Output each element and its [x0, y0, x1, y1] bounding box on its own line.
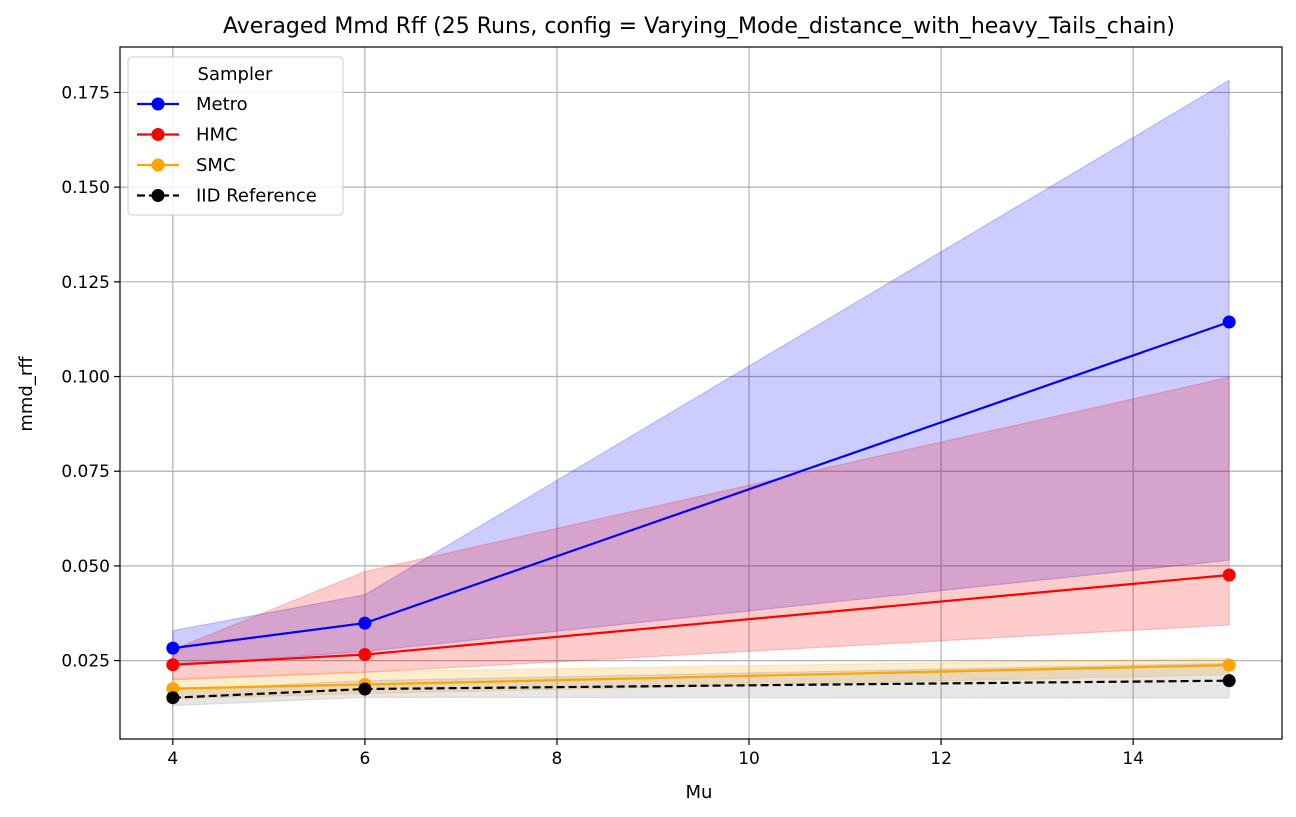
iid-reference-point	[166, 691, 180, 705]
x-axis-label: Mu	[686, 782, 713, 803]
y-tick-label: 0.050	[61, 557, 110, 577]
metro-point	[358, 616, 372, 630]
x-tick-label: 4	[167, 749, 178, 769]
y-tick-label: 0.100	[61, 368, 110, 388]
metro-point	[1222, 315, 1236, 329]
legend-hmc-marker-swatch	[151, 128, 165, 141]
y-tick-label: 0.125	[61, 273, 110, 293]
y-axis-label: mmd_rff	[16, 356, 37, 432]
y-axis-ticks: 0.025 0.050 0.075 0.100 0.125 0.150 0.175	[61, 83, 120, 672]
plot-frame	[119, 46, 1283, 740]
y-tick-label: 0.025	[61, 652, 110, 672]
hmc-point	[358, 648, 372, 662]
x-tick-label: 10	[738, 749, 760, 769]
iid-reference-point	[358, 682, 372, 696]
x-tick-label: 14	[1122, 749, 1144, 769]
legend-box	[127, 56, 344, 216]
x-tick-label: 8	[552, 749, 563, 769]
chart-title: Averaged Mmd Rff (25 Runs, config = Vary…	[223, 14, 1175, 39]
x-tick-label: 12	[930, 749, 952, 769]
smc-point	[1222, 658, 1236, 672]
x-tick-label: 6	[359, 749, 370, 769]
x-axis-ticks: 4 6 8 10 12 14	[167, 739, 1144, 769]
legend: Sampler Metro HMC SMC IID Reference	[127, 56, 344, 216]
legend-metro-label: Metro	[196, 94, 248, 115]
hmc-point	[1222, 568, 1236, 582]
legend-items: Metro HMC SMC IID Reference	[137, 94, 317, 207]
legend-iid-reference-label: IID Reference	[196, 186, 317, 207]
y-tick-label: 0.150	[61, 178, 110, 198]
legend-smc-marker-swatch	[151, 158, 165, 172]
hmc-point	[166, 658, 180, 672]
legend-iid-reference-marker-swatch	[151, 189, 165, 202]
y-tick-label: 0.175	[61, 83, 110, 103]
series-markers	[166, 315, 1236, 705]
smc-point	[166, 682, 180, 696]
metro-point	[166, 641, 180, 655]
iid-reference-point	[1222, 674, 1236, 688]
legend-metro-marker-swatch	[151, 97, 165, 111]
grid-lines	[120, 47, 1282, 739]
y-tick-label: 0.075	[61, 462, 110, 482]
legend-hmc-label: HMC	[196, 125, 238, 146]
legend-title: Sampler	[198, 64, 273, 85]
hmc-confidence-band	[172, 376, 1230, 681]
legend-smc-label: SMC	[196, 155, 236, 176]
